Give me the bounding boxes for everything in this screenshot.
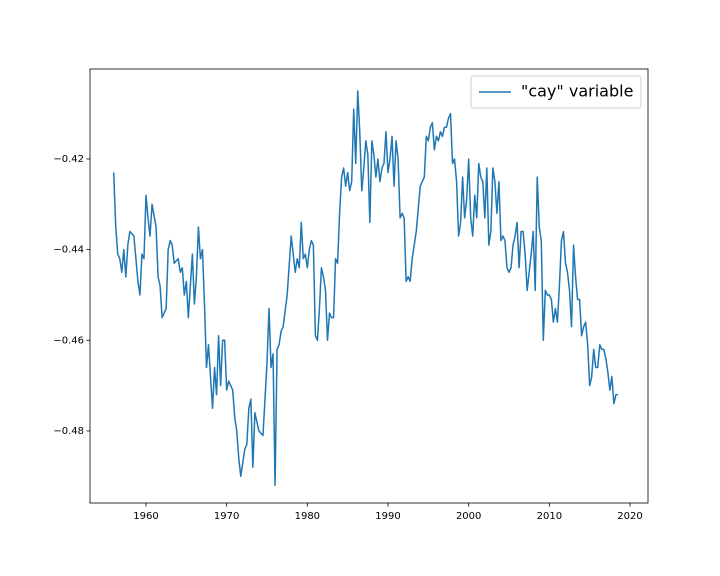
x-tick-label: 1970 [214, 511, 239, 522]
plot-frame [89, 68, 649, 504]
y-tick-label: −0.42 [53, 154, 84, 165]
legend-label: "cay" variable [521, 82, 633, 101]
x-tick-label: 2000 [456, 511, 481, 522]
x-tick-label: 2020 [617, 511, 642, 522]
x-tick-label: 1980 [295, 511, 320, 522]
legend: "cay" variable [470, 75, 642, 109]
y-tick-label: −0.44 [53, 245, 84, 256]
x-tick-label: 1960 [133, 511, 158, 522]
x-tick-label: 2010 [537, 511, 562, 522]
data-line [112, 90, 618, 487]
legend-box [470, 75, 642, 109]
x-tick-label: 1990 [375, 511, 400, 522]
y-tick-label: −0.48 [53, 426, 84, 437]
y-tick-label: −0.46 [53, 335, 84, 346]
